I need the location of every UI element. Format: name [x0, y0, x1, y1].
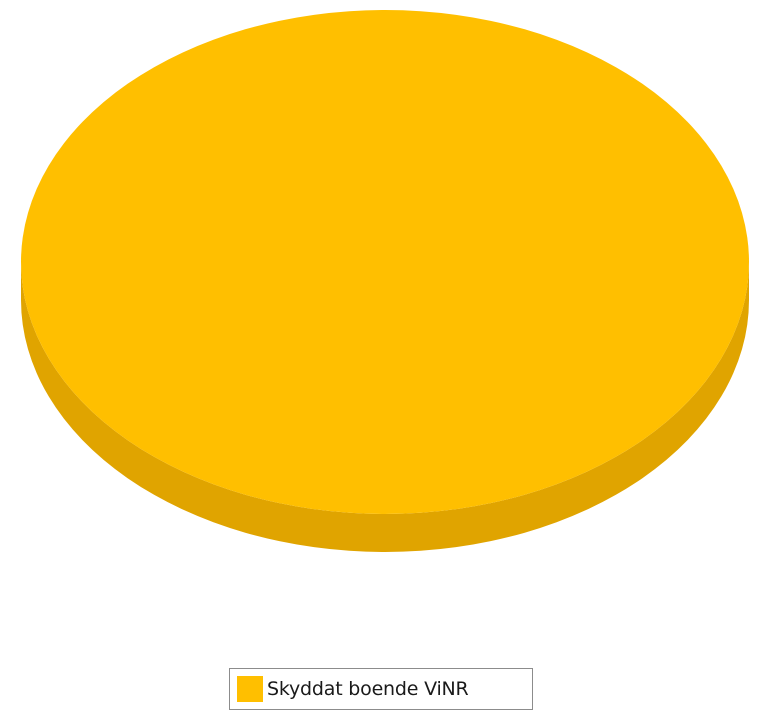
pie-slice-0 [21, 10, 749, 514]
legend-label-0: Skyddat boende ViNR [267, 678, 469, 700]
chart-legend: Skyddat boende ViNR [229, 668, 533, 710]
legend-swatch-0 [237, 676, 263, 702]
